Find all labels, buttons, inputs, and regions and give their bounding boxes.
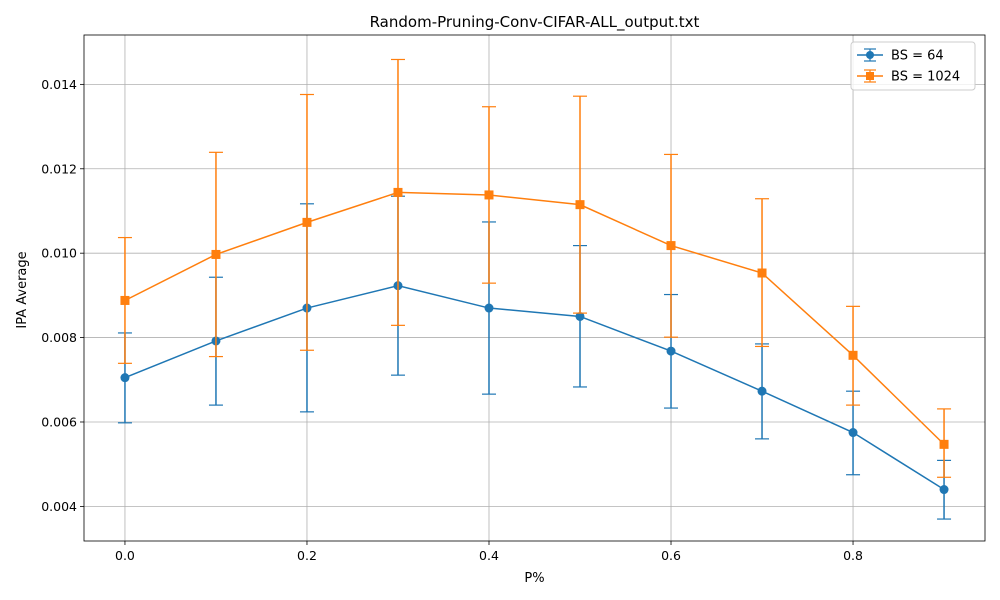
legend-box — [850, 41, 976, 91]
y-tick-label: 0.014 — [41, 77, 77, 92]
data-point — [120, 373, 130, 383]
series-line — [124, 284, 945, 491]
chart-title: Random-Pruning-Conv-CIFAR-ALL_output.txt — [370, 13, 700, 32]
legend-label: BS = 1024 — [891, 70, 960, 85]
data-point — [120, 295, 130, 305]
data-point — [666, 346, 676, 356]
data-point — [757, 268, 767, 278]
grid — [84, 35, 985, 541]
y-axis-label: IPA Average — [15, 251, 30, 328]
legend-item: BS = 1024 — [857, 69, 960, 85]
data-point — [575, 311, 585, 321]
data-point — [211, 249, 221, 259]
data-point — [939, 485, 949, 495]
y-tick-label: 0.010 — [41, 246, 77, 261]
data-point — [393, 187, 403, 197]
legend-marker — [866, 51, 874, 59]
legend-marker — [866, 72, 874, 80]
axes-frame — [83, 34, 986, 542]
data-point — [575, 200, 585, 210]
y-tick-label: 0.008 — [41, 330, 77, 345]
data-point — [484, 190, 494, 200]
x-tick-label: 0.8 — [843, 548, 863, 563]
y-tick-label: 0.004 — [41, 499, 77, 514]
data-point — [757, 386, 767, 396]
series-line — [124, 191, 945, 445]
y-tick-label: 0.006 — [41, 414, 77, 429]
y-tick-label: 0.012 — [41, 161, 77, 176]
x-tick-label: 0.6 — [661, 548, 681, 563]
data-point — [848, 350, 858, 360]
data-point — [484, 303, 494, 313]
data-point — [848, 428, 858, 438]
x-tick-label: 0.2 — [297, 548, 317, 563]
series-2 — [117, 58, 952, 478]
data-point — [939, 439, 949, 449]
plot-area — [83, 34, 986, 542]
x-tick-label: 0.4 — [479, 548, 499, 563]
legend: BS = 64 BS = 1024 — [850, 41, 976, 91]
x-axis-ticks: 0.0 0.2 0.4 0.6 0.8 — [115, 541, 863, 563]
legend-item: BS = 64 — [857, 48, 944, 64]
legend-label: BS = 64 — [891, 49, 944, 64]
x-tick-label: 0.0 — [115, 548, 135, 563]
y-axis-ticks: 0.004 0.006 0.008 0.010 0.012 0.014 — [41, 77, 84, 514]
data-point — [302, 217, 312, 227]
x-axis-label: P% — [524, 571, 544, 586]
data-point — [666, 241, 676, 251]
series-layer — [117, 58, 952, 520]
